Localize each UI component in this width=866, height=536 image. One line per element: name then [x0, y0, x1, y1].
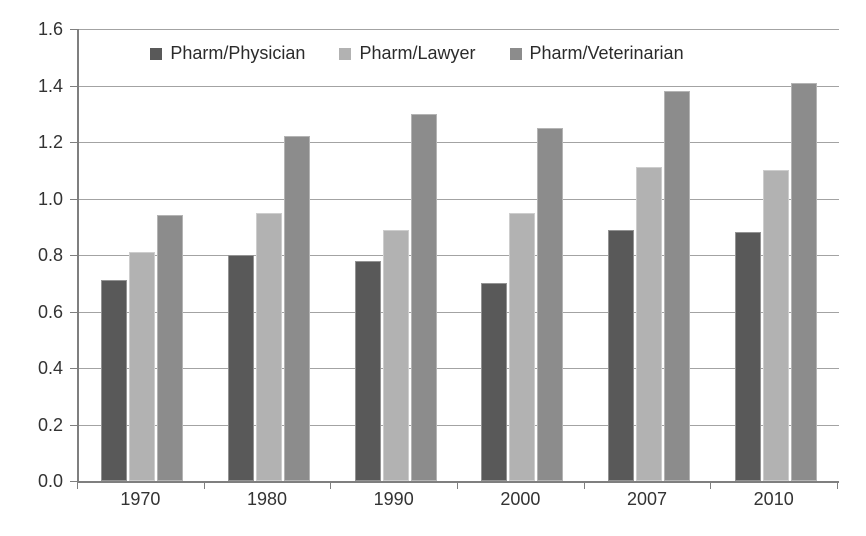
- legend-label: Pharm/Physician: [170, 43, 306, 63]
- bar-pharm-veterinarian-2010: [790, 82, 817, 481]
- bar-pharm-physician-2000: [481, 283, 508, 481]
- x-axis-tick-label: 2007: [627, 489, 668, 509]
- y-axis-tick: [70, 424, 77, 426]
- y-axis-tick-label: 0.2: [37, 414, 63, 435]
- bar-group-1990: [332, 113, 459, 481]
- gridline: [79, 198, 839, 200]
- bar-group-2007: [586, 91, 713, 481]
- bar-group-2000: [459, 127, 586, 481]
- y-axis-tick-label: 0.0: [37, 471, 63, 491]
- x-axis: 1970 1980 1990 2000 2007 2010: [77, 489, 837, 510]
- bar-pharm-physician-2007: [608, 229, 635, 481]
- chart-legend: Pharm/Physician Pharm/Lawyer Pharm/Veterin…: [37, 43, 797, 64]
- y-axis-tick-label: 1.6: [37, 19, 63, 39]
- x-axis-tick-label: 2000: [500, 489, 541, 509]
- y-axis-tick: [70, 481, 77, 482]
- legend-item: Pharm/Physician: [150, 43, 305, 64]
- gridline: [79, 424, 839, 426]
- legend-label: Pharm/Veterinarian: [529, 43, 684, 63]
- y-axis-tick: [70, 255, 77, 256]
- gridline: [79, 368, 839, 369]
- bar-pharm-physician-1980: [228, 255, 254, 481]
- legend-item: Pharm/Veterinarian: [509, 43, 684, 64]
- gridline: [79, 142, 839, 143]
- gridline: [79, 29, 839, 30]
- y-axis-tick: [70, 311, 77, 313]
- x-axis-tick-label: 1990: [373, 489, 414, 509]
- bar-pharm-lawyer-2010: [762, 170, 789, 481]
- gridline: [79, 255, 839, 256]
- bar-pharm-lawyer-2007: [636, 167, 663, 481]
- y-axis-tick-label: 0.4: [37, 358, 63, 378]
- y-axis-tick-label: 1.2: [37, 132, 63, 152]
- y-axis-tick: [70, 198, 77, 200]
- bars: [79, 29, 839, 481]
- bar-pharm-lawyer-1990: [382, 229, 409, 481]
- legend-label: Pharm/Lawyer: [359, 43, 476, 63]
- plot-area: Pharm/Physician Pharm/Lawyer Pharm/Veterin…: [77, 29, 839, 483]
- gridline: [79, 85, 839, 87]
- y-axis-tick-label: 1.4: [37, 75, 63, 96]
- y-axis-tick-label: 0.6: [37, 301, 63, 322]
- bar-pharm-veterinarian-2000: [537, 127, 564, 481]
- bar-pharm-physician-1970: [101, 280, 128, 481]
- y-axis-tick: [70, 85, 77, 87]
- y-axis-tick-label: 0.8: [37, 245, 63, 265]
- x-axis-tick-label: 1970: [120, 489, 161, 509]
- legend-swatch-icon: [509, 47, 522, 60]
- y-axis-tick: [70, 29, 77, 30]
- bar-pharm-veterinarian-1980: [284, 136, 310, 481]
- bar-pharm-veterinarian-1990: [410, 113, 437, 481]
- x-axis-tick-label: 2010: [753, 489, 794, 509]
- y-axis-tick: [70, 142, 77, 143]
- legend-item: Pharm/Lawyer: [339, 43, 476, 64]
- bar-group-1970: [79, 215, 206, 481]
- bar-pharm-physician-1990: [354, 260, 381, 481]
- y-axis-tick-label: 1.0: [37, 188, 63, 209]
- bar-pharm-veterinarian-1970: [157, 215, 184, 481]
- bar-pharm-lawyer-1970: [129, 252, 156, 481]
- gridline: [79, 311, 839, 313]
- bar-pharm-physician-2010: [734, 232, 761, 481]
- bar-pharm-veterinarian-2007: [664, 91, 691, 481]
- legend-swatch-icon: [150, 47, 163, 60]
- y-axis: 0.0 0.2 0.4 0.6 0.8 1.0 1.2 1.4 1.6: [0, 0, 66, 536]
- x-axis-tick-label: 1980: [246, 489, 288, 509]
- bar-group-1980: [206, 136, 333, 481]
- legend-swatch-icon: [339, 47, 352, 60]
- y-axis-tick: [70, 368, 77, 369]
- bar-group-2010: [712, 82, 839, 481]
- bar-pharm-lawyer-1980: [256, 212, 282, 481]
- bar-pharm-lawyer-2000: [509, 212, 536, 481]
